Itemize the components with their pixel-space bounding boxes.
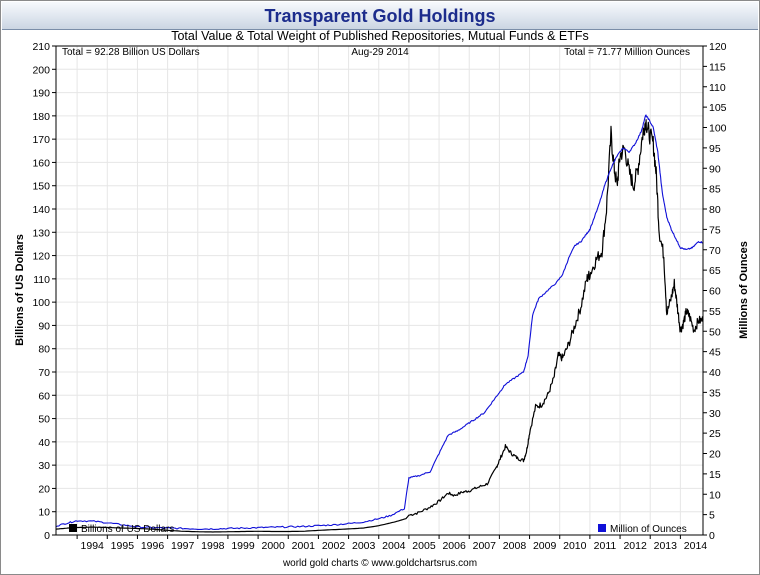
left-axis-tick-label: 170 <box>32 134 50 146</box>
right-axis-tick-label: 120 <box>709 41 727 53</box>
legend-label-value: Billions of US Dollars <box>81 524 174 535</box>
x-axis-tick-label: 2013 <box>654 540 678 552</box>
right-axis-tick-label: 40 <box>709 367 721 379</box>
x-axis-tick-label: 2009 <box>533 540 557 552</box>
x-axis: 1994 1995 1996 1997 1998 1999 2000 2001 2002 2003… <box>76 535 708 552</box>
right-axis-tick-label: 110 <box>709 82 726 94</box>
right-axis-tick-label: 100 <box>709 123 727 135</box>
right-axis-tick-label: 115 <box>709 61 726 73</box>
right-axis-tick-label: 45 <box>709 347 721 359</box>
right-axis-tick-label: 15 <box>709 469 721 481</box>
left-axis-tick-label: 50 <box>38 414 50 426</box>
x-axis-tick-label: 1995 <box>111 540 135 552</box>
x-axis-tick-label: 1996 <box>141 540 165 552</box>
right-axis-tick-label: 70 <box>709 245 721 257</box>
right-axis: 0 5 10 15 20 25 30 35 40 45 50 55 60 65 70 75 80 85 90 95 10… <box>703 41 727 542</box>
x-axis-tick-label: 2001 <box>292 540 316 552</box>
chart-title: Transparent Gold Holdings <box>264 6 496 26</box>
x-axis-tick-label: 2014 <box>684 540 708 552</box>
left-axis-tick-label: 130 <box>32 227 50 239</box>
x-axis-tick-label: 2000 <box>261 540 285 552</box>
legend-swatch-ounces <box>598 524 606 532</box>
left-axis-tick-label: 30 <box>38 460 50 472</box>
series-line-million-ounces <box>55 114 704 531</box>
x-axis-tick-label: 2006 <box>442 540 466 552</box>
footer-credit: world gold charts © www.goldchartsrus.co… <box>0 558 760 569</box>
x-axis-tick-label: 2011 <box>594 540 617 552</box>
right-axis-tick-label: 85 <box>709 184 721 196</box>
left-axis-tick-label: 180 <box>32 111 50 123</box>
legend-swatch-value <box>69 524 77 532</box>
left-axis: 0 10 20 30 40 50 60 70 80 90 100 110 120 130 140 150 160… <box>32 41 56 542</box>
left-axis-tick-label: 110 <box>33 274 50 286</box>
right-axis-tick-label: 50 <box>709 326 721 338</box>
right-axis-tick-label: 30 <box>709 408 721 420</box>
right-axis-tick-label: 25 <box>709 428 721 440</box>
left-axis-tick-label: 70 <box>38 367 50 379</box>
x-axis-tick-label: 1997 <box>171 540 195 552</box>
x-axis-tick-label: 1999 <box>231 540 255 552</box>
left-axis-tick-label: 80 <box>38 344 50 356</box>
x-axis-tick-label: 2003 <box>352 540 376 552</box>
total-weight-text: Total = 71.77 Million Ounces <box>564 47 690 58</box>
left-axis-tick-label: 190 <box>32 88 50 100</box>
right-axis-tick-label: 5 <box>709 510 715 522</box>
x-axis-tick-label: 2012 <box>623 540 647 552</box>
right-axis-tick-label: 80 <box>709 204 721 216</box>
x-axis-tick-label: 1994 <box>81 540 105 552</box>
left-axis-tick-label: 210 <box>32 41 50 53</box>
left-axis-label: Billions of US Dollars <box>14 234 26 346</box>
right-axis-tick-label: 35 <box>709 387 721 399</box>
legend-left: Billions of US Dollars <box>69 524 174 535</box>
left-axis-tick-label: 140 <box>32 204 50 216</box>
right-axis-tick-label: 90 <box>709 163 721 175</box>
left-axis-tick-label: 150 <box>32 181 50 193</box>
right-axis-tick-label: 95 <box>709 143 721 155</box>
series-layer <box>55 114 704 533</box>
left-axis-tick-label: 100 <box>32 297 50 309</box>
legend-right: Million of Ounces <box>598 524 687 535</box>
x-axis-tick-label: 2002 <box>322 540 346 552</box>
footer-text: world gold charts © www.goldchartsrus.co… <box>282 558 478 569</box>
left-axis-tick-label: 90 <box>38 320 50 332</box>
x-axis-tick-label: 2004 <box>382 540 406 552</box>
left-axis-tick-label: 60 <box>38 390 50 402</box>
right-axis-tick-label: 55 <box>709 306 721 318</box>
x-axis-tick-label: 2007 <box>473 540 497 552</box>
right-axis-tick-label: 105 <box>709 102 727 114</box>
series-line-billions-usd <box>55 119 704 533</box>
x-axis-tick-label: 1998 <box>201 540 225 552</box>
total-value-text: Total = 92.28 Billion US Dollars <box>62 47 200 58</box>
legend-label-ounces: Million of Ounces <box>610 524 687 535</box>
date-text: Aug-29 2014 <box>351 47 409 58</box>
left-axis-tick-label: 40 <box>38 437 50 449</box>
right-axis-tick-label: 20 <box>709 449 721 461</box>
x-axis-tick-label: 2005 <box>412 540 436 552</box>
right-axis-label: Millions of Ounces <box>738 241 750 339</box>
title-bar: Transparent Gold Holdings <box>2 2 758 30</box>
left-axis-tick-label: 20 <box>38 483 50 495</box>
left-axis-tick-label: 200 <box>32 64 50 76</box>
right-axis-tick-label: 0 <box>709 530 715 542</box>
x-axis-tick-label: 2010 <box>563 540 587 552</box>
right-axis-tick-label: 10 <box>709 489 721 501</box>
plot-area <box>56 46 703 535</box>
right-axis-tick-label: 65 <box>709 265 721 277</box>
right-axis-tick-label: 75 <box>709 224 721 236</box>
right-axis-tick-label: 60 <box>709 286 721 298</box>
left-axis-tick-label: 0 <box>44 530 50 542</box>
chart-subtitle: Total Value & Total Weight of Published … <box>171 29 589 43</box>
x-axis-tick-label: 2008 <box>503 540 527 552</box>
left-axis-tick-label: 160 <box>32 157 50 169</box>
left-axis-tick-label: 120 <box>32 251 50 263</box>
left-axis-tick-label: 10 <box>38 507 50 519</box>
